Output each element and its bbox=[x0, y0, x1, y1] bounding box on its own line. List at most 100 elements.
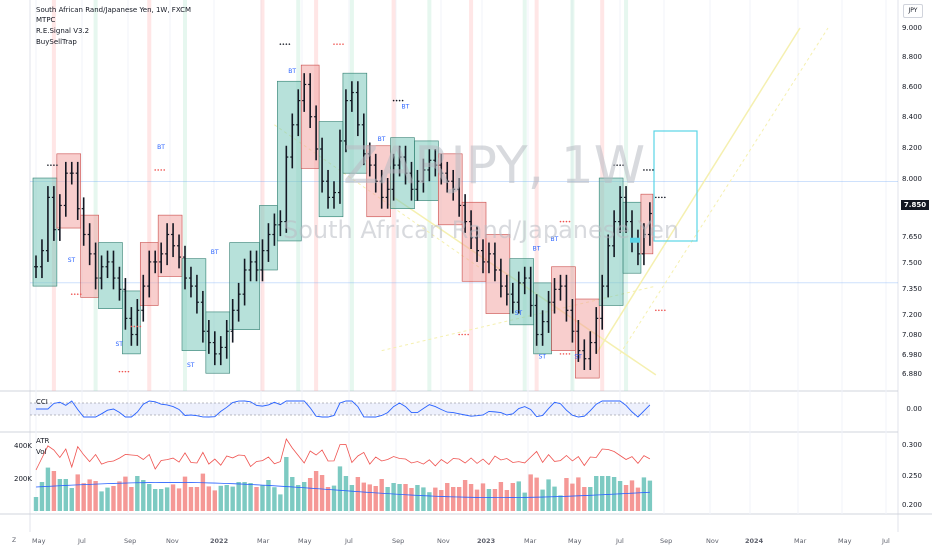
ohlc-bar bbox=[546, 290, 551, 333]
volume-bar bbox=[617, 481, 623, 511]
volume-bar bbox=[188, 487, 194, 511]
watermark-description: South African Rand/Japanese Yen bbox=[283, 216, 680, 244]
ohlc-bar bbox=[183, 245, 187, 290]
volume-bar bbox=[45, 467, 51, 511]
ohlc-bar bbox=[433, 148, 438, 177]
ohlc-bar bbox=[254, 250, 259, 282]
volume-ma-line bbox=[35, 482, 650, 499]
ohlc-bar bbox=[624, 186, 629, 233]
signal-dot bbox=[562, 353, 565, 355]
atr-scale-label: 0.200 bbox=[901, 501, 922, 509]
volume-bar bbox=[415, 485, 420, 511]
ohlc-bar bbox=[39, 239, 44, 279]
ohlc-bar bbox=[188, 266, 193, 298]
currency-badge[interactable]: JPY bbox=[903, 4, 923, 18]
volume-bar bbox=[486, 489, 492, 511]
volume-bar bbox=[421, 487, 426, 511]
bt-marker: BT bbox=[288, 68, 296, 75]
timezone-corner[interactable]: Z bbox=[12, 537, 17, 544]
volume-bar bbox=[266, 480, 271, 511]
symbol-title[interactable]: South African Rand/Japanese Yen, 1W, FXC… bbox=[36, 6, 192, 14]
signal-dot bbox=[655, 196, 657, 199]
signal-dot bbox=[458, 333, 460, 336]
ohlc-bar bbox=[540, 310, 545, 346]
signal-dot bbox=[655, 309, 657, 312]
volume-bar bbox=[224, 485, 229, 511]
signal-dot bbox=[398, 99, 401, 102]
price-scale-label: 6.980 bbox=[901, 351, 922, 359]
ohlc-bar bbox=[272, 213, 277, 246]
cci-line bbox=[36, 400, 651, 418]
volume-bar bbox=[635, 487, 641, 511]
volume-bar bbox=[99, 491, 104, 511]
signal-dot bbox=[127, 370, 130, 373]
ohlc-bar bbox=[403, 145, 408, 185]
volume-bar bbox=[456, 487, 462, 511]
volume-bar bbox=[546, 479, 551, 511]
signal-dot bbox=[160, 169, 162, 171]
volume-bar bbox=[558, 495, 563, 511]
ohlc-bar bbox=[570, 299, 575, 343]
volume-bar bbox=[278, 494, 283, 511]
atr-line bbox=[35, 438, 651, 471]
ohlc-bar bbox=[34, 255, 38, 279]
signal-dot bbox=[342, 43, 344, 45]
ohlc-bar bbox=[99, 255, 104, 290]
volume-bar bbox=[218, 485, 223, 511]
volume-bar bbox=[522, 492, 527, 511]
ohlc-bar bbox=[397, 145, 402, 177]
indicator-buyselltrap[interactable]: BuySellTrap bbox=[36, 38, 77, 46]
time-axis-label: 2023 bbox=[477, 537, 496, 545]
volume-bar bbox=[260, 485, 265, 511]
volume-bar bbox=[594, 476, 599, 511]
ohlc-bar bbox=[290, 113, 295, 169]
volume-bar bbox=[51, 471, 57, 511]
signal-shade bbox=[260, 0, 265, 391]
time-axis-label: Mar bbox=[794, 537, 807, 545]
signal-dot bbox=[76, 293, 79, 295]
volume-bar bbox=[230, 486, 235, 511]
ohlc-bar bbox=[194, 274, 199, 314]
indicator-mtpc[interactable]: MTPC bbox=[36, 16, 56, 24]
volume-bar bbox=[605, 476, 611, 511]
volume-scale-label: 400K bbox=[14, 442, 32, 450]
ohlc-bar bbox=[647, 202, 652, 246]
trend-channel-line bbox=[619, 27, 829, 355]
volume-bar bbox=[254, 487, 259, 511]
time-axis-label: Jul bbox=[616, 537, 624, 545]
signal-dot bbox=[118, 370, 121, 373]
ohlc-bar bbox=[236, 282, 241, 322]
signal-dot bbox=[70, 293, 73, 295]
volume-bar bbox=[87, 479, 92, 511]
volume-scale-label: 200K bbox=[14, 475, 32, 483]
ohlc-bar bbox=[421, 158, 426, 193]
ohlc-bar bbox=[373, 153, 378, 193]
price-box bbox=[32, 177, 58, 287]
volume-bar bbox=[206, 486, 212, 511]
signal-dot bbox=[282, 43, 285, 45]
volume-bar bbox=[379, 479, 384, 511]
volume-title[interactable]: Vol bbox=[36, 448, 47, 456]
volume-bar bbox=[284, 457, 289, 511]
volume-bar bbox=[313, 471, 319, 511]
ohlc-bar bbox=[475, 226, 480, 262]
indicator-resignal[interactable]: R.E.Signal V3.2 bbox=[36, 27, 90, 35]
signal-dot bbox=[568, 353, 571, 355]
volume-bar bbox=[182, 476, 188, 511]
signal-dot bbox=[121, 370, 124, 373]
volume-bar bbox=[69, 488, 74, 511]
time-axis-label: 2024 bbox=[745, 537, 764, 545]
ohlc-bar bbox=[457, 178, 462, 217]
time-axis-label: Jul bbox=[78, 537, 86, 545]
time-axis-label: Sep bbox=[392, 537, 405, 545]
st-marker: ST bbox=[115, 341, 123, 348]
signal-dot bbox=[50, 164, 52, 166]
volume-bar bbox=[129, 487, 134, 511]
atr-title[interactable]: ATR bbox=[36, 437, 50, 445]
signal-dot bbox=[467, 333, 469, 336]
volume-bar bbox=[117, 481, 122, 511]
cci-title[interactable]: CCI bbox=[36, 398, 48, 406]
volume-bar bbox=[462, 480, 468, 511]
ohlc-bar bbox=[45, 186, 50, 262]
